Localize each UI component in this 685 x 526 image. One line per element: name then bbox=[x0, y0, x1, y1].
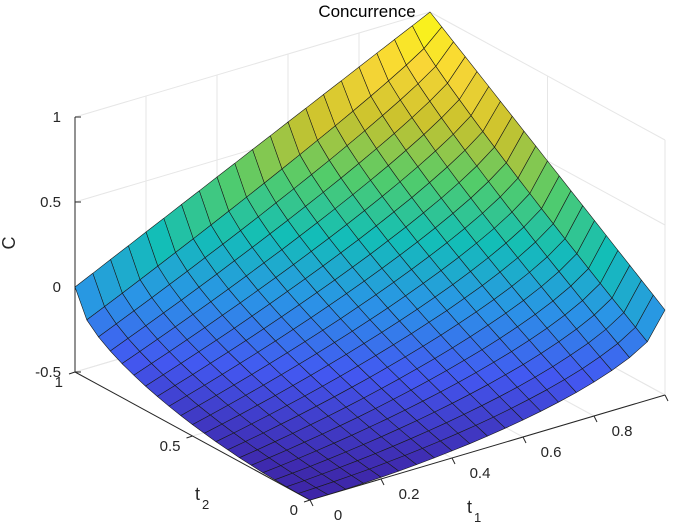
x-tick-label: 0.8 bbox=[612, 423, 633, 440]
x-axis-label-subscript: 1 bbox=[474, 510, 481, 525]
x-tick-label: 0.2 bbox=[399, 486, 420, 503]
z-axis-label: C bbox=[0, 237, 19, 250]
x-axis-label: t 1 bbox=[467, 497, 481, 525]
surface-patch bbox=[297, 487, 329, 501]
x-tick-mark bbox=[664, 394, 669, 402]
axis-lines bbox=[68, 116, 669, 507]
y-axis-label-subscript: 2 bbox=[202, 497, 209, 512]
y-tick-label: 1 bbox=[55, 374, 63, 391]
y-tick-mark bbox=[68, 371, 76, 375]
y-tick-label: 0 bbox=[290, 502, 298, 519]
y-axis-label-main: t bbox=[195, 484, 200, 504]
x-tick-label: 0.4 bbox=[470, 465, 491, 482]
z-tick-label: 0 bbox=[53, 279, 61, 296]
x-tick-mark bbox=[451, 457, 456, 465]
z-tick-label: 1 bbox=[53, 109, 61, 126]
x-tick-mark bbox=[380, 478, 385, 486]
surface-mesh bbox=[74, 11, 666, 501]
z-tick-label: 0.5 bbox=[40, 194, 61, 211]
y-tick-mark bbox=[303, 499, 311, 503]
grid-line-back-z bbox=[74, 11, 431, 118]
x-tick-label: 0 bbox=[334, 507, 342, 524]
x-tick-mark bbox=[522, 436, 527, 444]
x-tick-mark bbox=[309, 499, 314, 507]
y-tick-mark bbox=[186, 435, 193, 439]
z-tick-label: -0.5 bbox=[35, 364, 61, 381]
x-axis-label-main: t bbox=[467, 497, 472, 517]
chart-title: Concurrence bbox=[318, 2, 415, 21]
y-tick-label: 0.5 bbox=[160, 438, 181, 455]
y-axis-label: t 2 bbox=[195, 484, 209, 512]
x-tick-label: 0.6 bbox=[541, 444, 562, 461]
x-tick-mark bbox=[593, 415, 598, 423]
tick-labels: 00.20.40.60.8100.51-0.500.51 bbox=[35, 109, 633, 524]
x-axis-line bbox=[309, 394, 666, 501]
